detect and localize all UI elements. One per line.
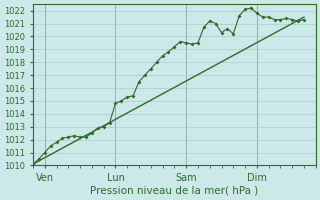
X-axis label: Pression niveau de la mer( hPa ): Pression niveau de la mer( hPa ) — [90, 186, 259, 196]
